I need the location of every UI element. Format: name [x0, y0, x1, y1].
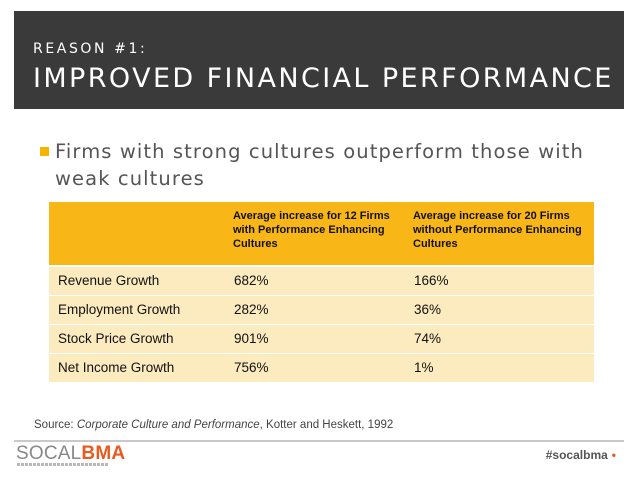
- source-citation: Source: Corporate Culture and Performanc…: [34, 419, 393, 431]
- table-header-with-culture: Average increase for 12 Firms with Perfo…: [226, 202, 406, 267]
- logo-tagline-graphic: [17, 463, 109, 466]
- source-prefix: Source:: [34, 419, 77, 431]
- table-cell-with: 756%: [226, 352, 406, 382]
- table-row: Net Income Growth 756% 1%: [49, 352, 594, 382]
- logo-bma-text: BMA: [81, 443, 126, 464]
- page-title: IMPROVED FINANCIAL PERFORMANCE: [33, 63, 614, 94]
- bullet-text: Firms with strong cultures outperform th…: [55, 140, 584, 190]
- table-cell-without: 74%: [406, 323, 594, 353]
- bullet-point: Firms with strong cultures outperform th…: [40, 138, 610, 192]
- socalbma-logo: SOCALBMA: [16, 444, 136, 470]
- table-row: Employment Growth 282% 36%: [49, 294, 594, 324]
- table-cell-metric: Revenue Growth: [49, 265, 226, 295]
- footer-divider: [14, 440, 624, 442]
- hashtag-dot-icon: •: [611, 448, 616, 462]
- table-cell-without: 36%: [406, 294, 594, 324]
- slide-header: REASON #1: IMPROVED FINANCIAL PERFORMANC…: [14, 11, 624, 109]
- hashtag-text: #socalbma: [545, 448, 608, 462]
- source-suffix: , Kotter and Heskett, 1992: [259, 419, 394, 431]
- table-cell-with: 901%: [226, 323, 406, 353]
- table-cell-with: 682%: [226, 265, 406, 295]
- logo-wordmark: SOCALBMA: [16, 444, 125, 464]
- table-row: Stock Price Growth 901% 74%: [49, 323, 594, 353]
- table-cell-metric: Net Income Growth: [49, 352, 226, 382]
- table-cell-with: 282%: [226, 294, 406, 324]
- table-cell-without: 1%: [406, 352, 594, 382]
- table-header-without-culture: Average increase for 20 Firms without Pe…: [406, 202, 594, 267]
- bullet-square-icon: [40, 147, 49, 156]
- footer-hashtag: #socalbma •: [546, 448, 616, 462]
- table-row: Revenue Growth 682% 166%: [49, 265, 594, 295]
- table-cell-without: 166%: [406, 265, 594, 295]
- logo-social-text: SOCAL: [16, 443, 82, 464]
- source-book-title: Corporate Culture and Performance: [76, 419, 260, 431]
- performance-table: Average increase for 12 Firms with Perfo…: [49, 202, 594, 382]
- header-kicker: REASON #1:: [33, 41, 148, 57]
- table-cell-metric: Stock Price Growth: [49, 323, 226, 353]
- table-cell-metric: Employment Growth: [49, 294, 226, 324]
- table-header-metric: [49, 202, 226, 267]
- table-header-row: Average increase for 12 Firms with Perfo…: [49, 202, 594, 267]
